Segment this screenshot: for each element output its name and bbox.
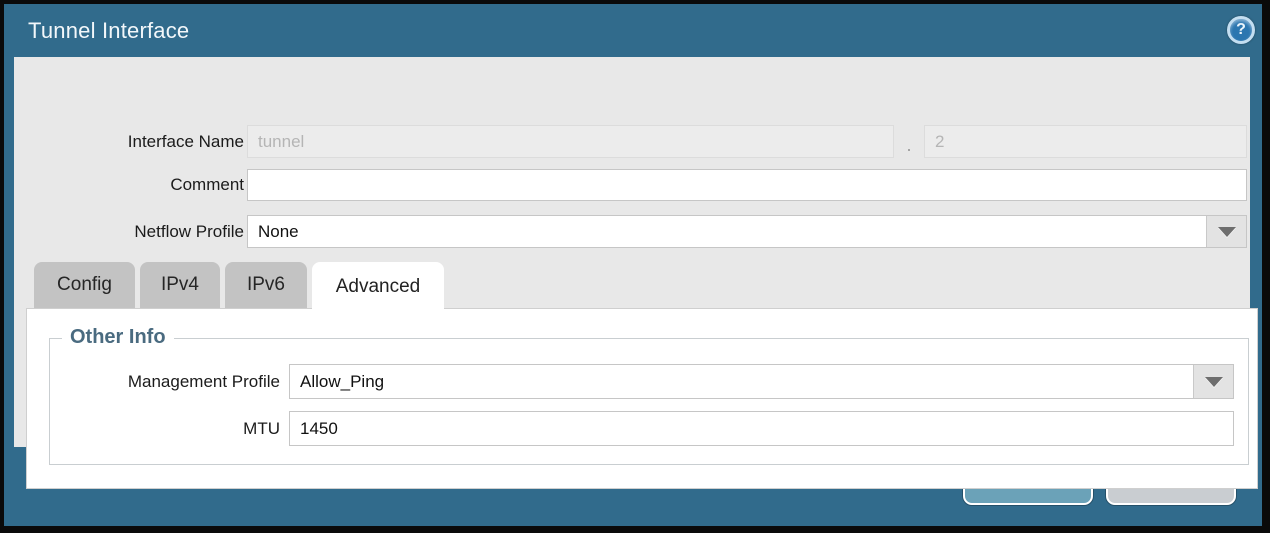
- comment-label: Comment: [170, 175, 244, 194]
- interface-name-separator: .: [906, 135, 912, 155]
- tab-ipv6[interactable]: IPv6: [225, 262, 307, 308]
- interface-name-label: Interface Name: [127, 132, 244, 151]
- dialog-title: Tunnel Interface: [28, 18, 190, 43]
- mtu-input[interactable]: [289, 411, 1234, 446]
- other-info-legend: Other Info: [62, 326, 174, 349]
- management-profile-dropdown[interactable]: Allow_Ping: [289, 364, 1234, 399]
- management-profile-value: Allow_Ping: [290, 365, 1193, 398]
- interface-name-base-input: [247, 125, 894, 158]
- tab-config[interactable]: Config: [34, 262, 135, 308]
- interface-name-suffix-input: [924, 125, 1247, 158]
- management-profile-label: Management Profile: [127, 372, 280, 391]
- chevron-down-icon: [1204, 376, 1223, 387]
- dialog-body: Interface Name . Comment Netflow Profile…: [14, 57, 1258, 489]
- management-profile-dropdown-button[interactable]: [1193, 365, 1233, 398]
- netflow-profile-dropdown[interactable]: None: [247, 215, 1247, 248]
- dialog-frame: Tunnel Interface ? Interface Name . Comm…: [4, 4, 1262, 526]
- mtu-label: MTU: [243, 419, 280, 438]
- tab-ipv4[interactable]: IPv4: [140, 262, 220, 308]
- comment-input[interactable]: [247, 169, 1247, 201]
- help-icon[interactable]: ?: [1227, 16, 1255, 44]
- other-info-fieldset: Other Info: [49, 326, 1249, 465]
- netflow-profile-dropdown-button[interactable]: [1206, 216, 1246, 247]
- netflow-profile-value: None: [248, 216, 1206, 247]
- tab-advanced[interactable]: Advanced: [312, 262, 444, 312]
- chevron-down-icon: [1217, 226, 1236, 237]
- netflow-profile-label: Netflow Profile: [134, 222, 244, 241]
